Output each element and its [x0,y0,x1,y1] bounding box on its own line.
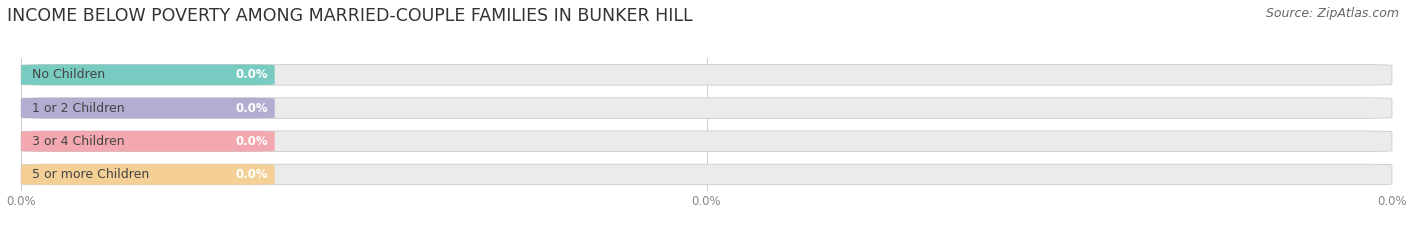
Text: 0.0%: 0.0% [235,68,269,81]
Text: 5 or more Children: 5 or more Children [32,168,149,181]
Text: Source: ZipAtlas.com: Source: ZipAtlas.com [1265,7,1399,20]
FancyBboxPatch shape [21,98,1392,118]
FancyBboxPatch shape [21,98,274,118]
Text: 0.0%: 0.0% [235,102,269,115]
Text: INCOME BELOW POVERTY AMONG MARRIED-COUPLE FAMILIES IN BUNKER HILL: INCOME BELOW POVERTY AMONG MARRIED-COUPL… [7,7,693,25]
FancyBboxPatch shape [21,131,274,151]
Text: 1 or 2 Children: 1 or 2 Children [32,102,125,115]
Text: 0.0%: 0.0% [235,135,269,148]
FancyBboxPatch shape [21,131,1392,151]
Text: No Children: No Children [32,68,105,81]
FancyBboxPatch shape [21,65,274,85]
FancyBboxPatch shape [21,164,274,185]
Text: 3 or 4 Children: 3 or 4 Children [32,135,125,148]
FancyBboxPatch shape [21,164,1392,185]
Text: 0.0%: 0.0% [235,168,269,181]
FancyBboxPatch shape [21,65,1392,85]
